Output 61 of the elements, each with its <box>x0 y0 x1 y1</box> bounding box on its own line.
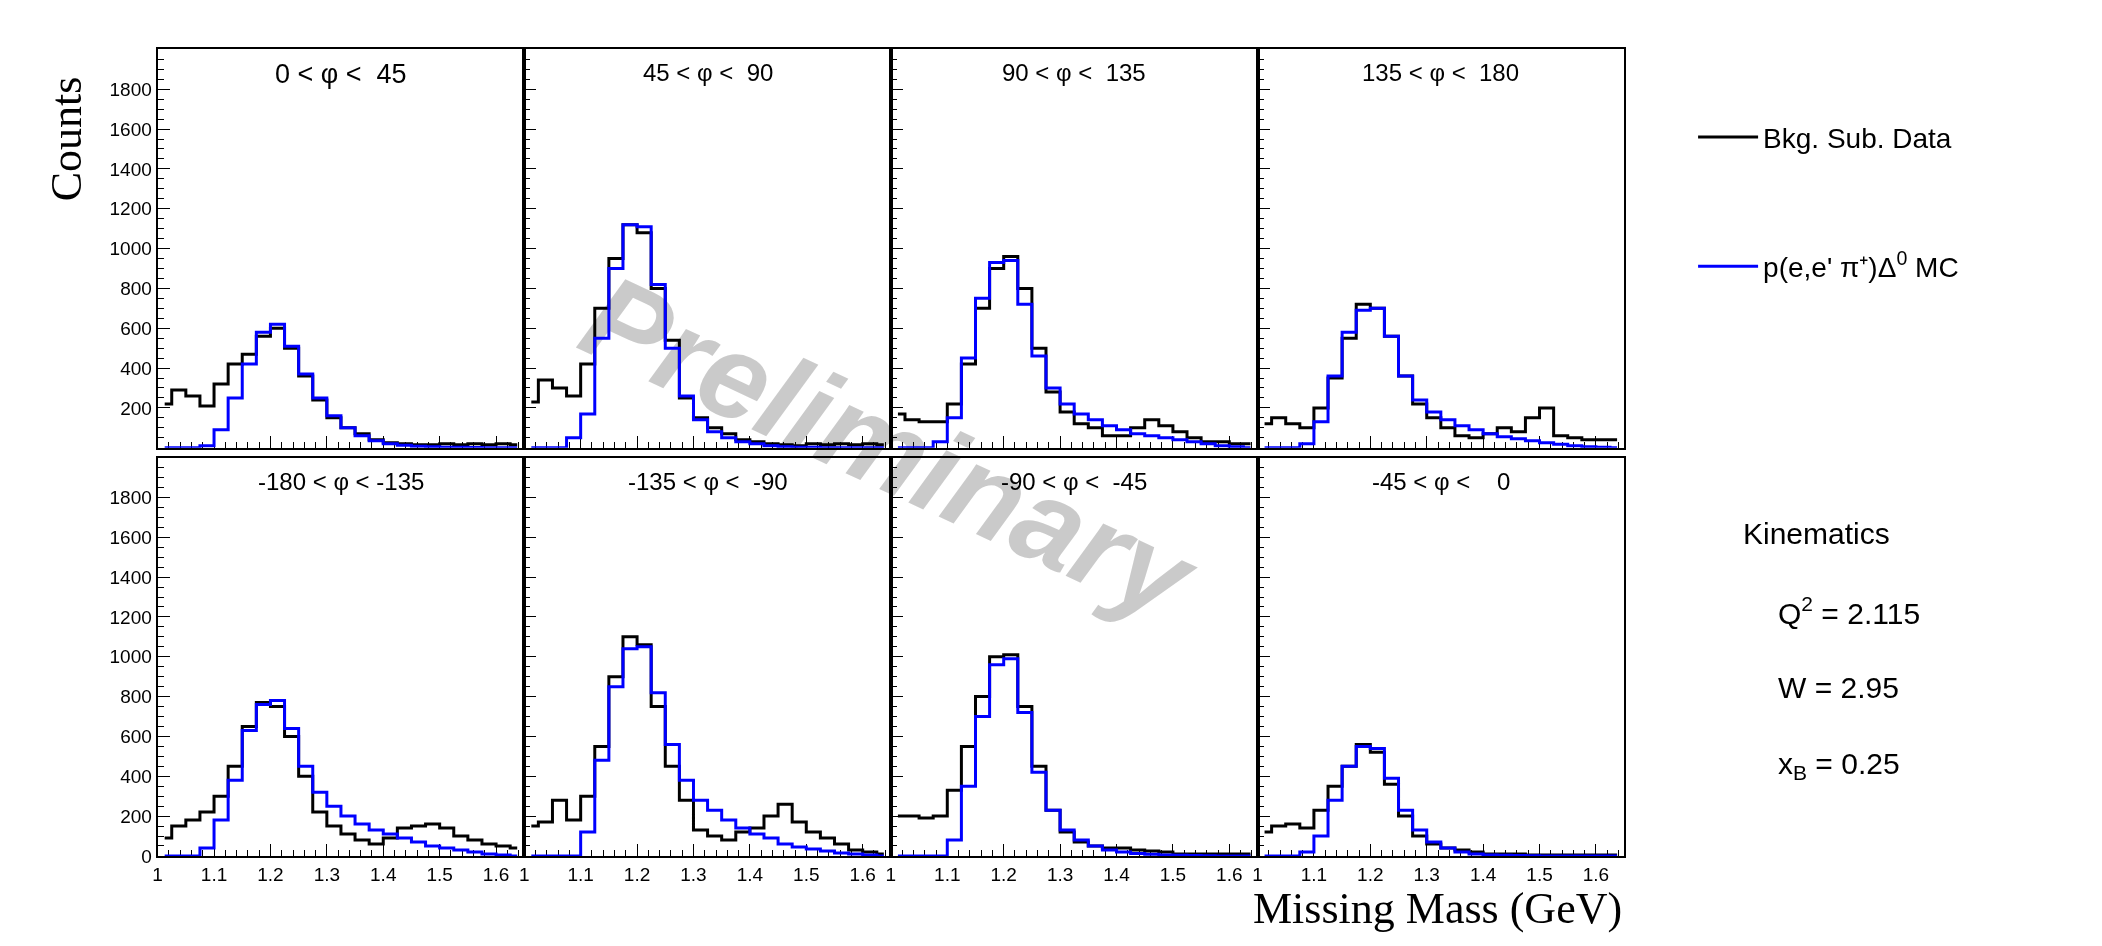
legend-label: p(e,e' π⁺)Δ$^{0}$ MC <box>1763 247 1959 284</box>
y-tick-label: 1000 <box>109 646 152 668</box>
chart-title: 90 < φ < 135 <box>1002 59 1146 86</box>
y-tick-label: 1800 <box>109 78 152 100</box>
x-tick-label: 1.4 <box>736 863 764 885</box>
y-tick-label: 800 <box>120 686 152 708</box>
x-tick-label: 1 <box>1252 863 1263 885</box>
x-tick-label: 1 <box>518 863 530 885</box>
x-axis-title: Missing Mass (GeV) <box>1253 884 1623 933</box>
x-tick-label: 1.1 <box>200 863 228 885</box>
y-tick-label: 400 <box>120 765 152 787</box>
chart-title: 135 < φ < 180 <box>1362 59 1520 86</box>
x-tick-label: 1.3 <box>1413 863 1440 885</box>
x-tick-label: 1.6 <box>1582 863 1610 885</box>
x-tick-label: 1.5 <box>793 863 820 885</box>
x-tick-label: 1.6 <box>482 863 510 885</box>
chart-title: 0 < φ < 45 <box>275 59 407 89</box>
y-tick-label: 1400 <box>109 566 152 588</box>
y-tick-label: 1200 <box>109 606 152 628</box>
text: W = 2.95 <box>1778 671 1899 704</box>
x-tick-label: 1.6 <box>1216 863 1243 885</box>
x-tick-label: 1.4 <box>370 863 397 885</box>
y-tick-label: 1600 <box>109 526 152 548</box>
x-tick-label: 1.1 <box>567 863 594 885</box>
y-tick-label: 1000 <box>109 238 152 260</box>
y-tick-label: 1600 <box>109 118 152 140</box>
x-tick-label: 1.3 <box>1046 863 1074 885</box>
text: Q$^{2}$ = 2.115 <box>1778 592 1921 630</box>
y-tick-label: 400 <box>120 357 152 379</box>
x-tick-label: 1.3 <box>680 863 707 885</box>
x-tick-label: 1.2 <box>623 863 651 885</box>
text: -180 < φ < -135 <box>258 468 425 495</box>
y-tick-label: 200 <box>120 805 152 827</box>
y-axis-title: Counts <box>42 76 92 202</box>
text: x$_{B}$ = 0.25 <box>1778 747 1900 785</box>
x-tick-label: 1.2 <box>1357 863 1384 885</box>
x-tick-label: 1.5 <box>1159 863 1187 885</box>
x-tick-label: 1.1 <box>1300 863 1328 885</box>
x-tick-label: 1.5 <box>1526 863 1553 885</box>
x-tick-label: 1 <box>152 863 163 885</box>
x-tick-label: 1.2 <box>257 863 284 885</box>
x-tick-label: 1.3 <box>313 863 341 885</box>
x-tick-label: 1.4 <box>1469 863 1497 885</box>
chart-title: 45 < φ < 90 <box>643 59 774 86</box>
text: Kinematics <box>1743 517 1890 550</box>
x-tick-label: 1 <box>885 863 897 885</box>
legend-label: Bkg. Sub. Data <box>1763 122 1952 154</box>
x-tick-label: 1.2 <box>990 863 1017 885</box>
y-tick-label: 600 <box>120 726 152 748</box>
y-tick-label: 1400 <box>109 158 152 180</box>
text: -45 < φ < 0 <box>1372 468 1511 495</box>
y-tick-label: 200 <box>120 397 152 419</box>
y-tick-label: 1800 <box>109 487 152 509</box>
y-tick-label: 0 <box>141 845 152 867</box>
y-tick-label: 800 <box>120 278 152 300</box>
x-tick-label: 1.6 <box>849 863 876 885</box>
y-tick-label: 1200 <box>109 198 152 220</box>
x-tick-label: 1.1 <box>934 863 961 885</box>
x-tick-label: 1.4 <box>1103 863 1131 885</box>
y-tick-label: 600 <box>120 317 152 339</box>
x-tick-label: 1.5 <box>426 863 453 885</box>
